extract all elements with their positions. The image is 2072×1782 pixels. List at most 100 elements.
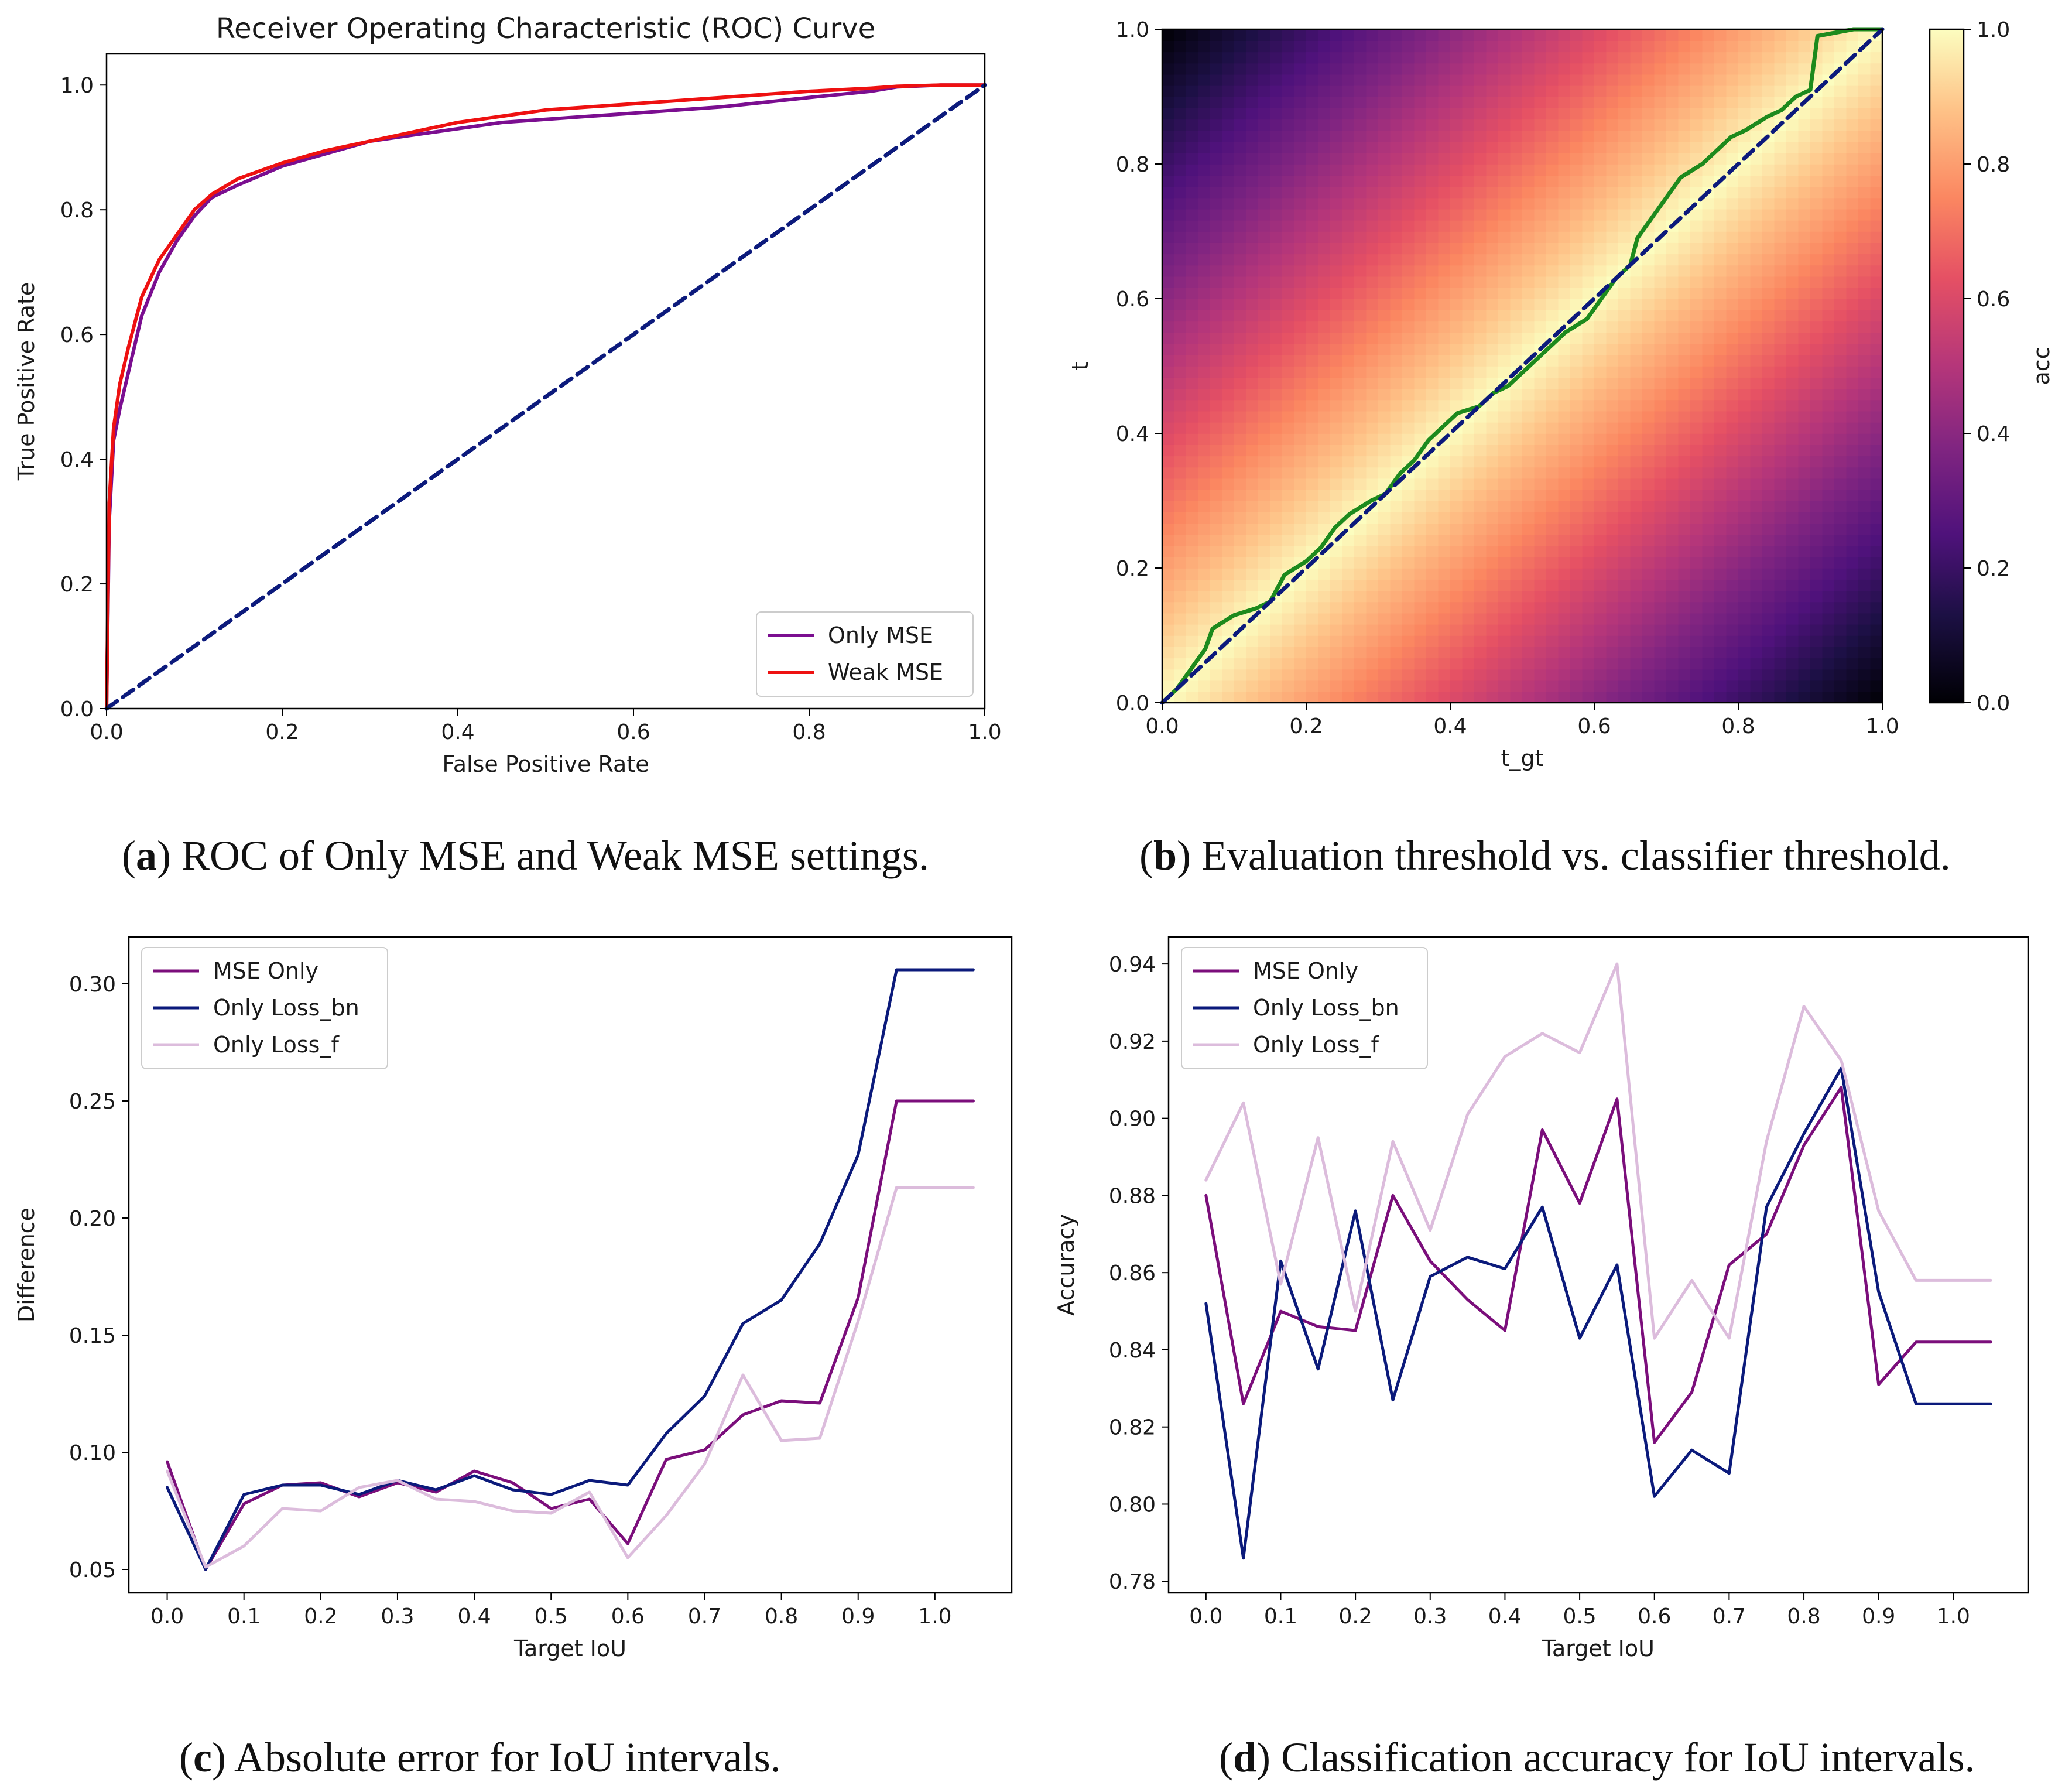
heatmap-cell [1462, 647, 1475, 659]
heatmap-cell [1846, 332, 1859, 344]
heatmap-cell [1198, 489, 1211, 501]
heatmap-cell [1210, 29, 1223, 41]
heatmap-cell [1522, 545, 1535, 557]
heatmap-cell [1366, 556, 1379, 569]
heatmap-cell [1210, 366, 1223, 378]
heatmap-cell [1294, 523, 1307, 535]
heatmap-cell [1222, 254, 1235, 266]
heatmap-cell [1534, 444, 1547, 457]
heatmap-cell [1294, 411, 1307, 423]
heatmap-cell [1786, 489, 1799, 501]
panel-b-threshold-heatmap: 0.0 0.2 0.4 0.6 0.8 1.00.00.20.40.60.81.0t_gt… [1067, 18, 2054, 771]
heatmap-cell [1318, 501, 1331, 512]
heatmap-cell [1390, 197, 1403, 210]
heatmap-cell [1582, 433, 1595, 445]
heatmap-cell [1258, 254, 1271, 266]
heatmap-cell [1426, 556, 1439, 569]
heatmap-cell [1318, 108, 1331, 120]
heatmap-cell [1582, 332, 1595, 344]
heatmap-cell [1294, 119, 1307, 131]
heatmap-cell [1678, 456, 1691, 468]
heatmap-cell [1258, 265, 1271, 277]
heatmap-cell [1822, 332, 1835, 344]
heatmap-cell [1294, 456, 1307, 468]
heatmap-cell [1330, 141, 1343, 153]
heatmap-cell [1210, 635, 1223, 647]
heatmap-cell [1522, 512, 1535, 524]
heatmap-cell [1582, 119, 1595, 131]
heatmap-cell [1822, 501, 1835, 512]
heatmap-cell [1846, 680, 1859, 692]
heatmap-cell [1462, 276, 1475, 288]
heatmap-cell [1606, 29, 1619, 41]
heatmap-cell [1162, 85, 1175, 97]
heatmap-cell [1774, 85, 1787, 97]
heatmap-cell [1402, 366, 1415, 378]
heatmap-cell [1282, 669, 1295, 681]
roc-ytick-label: 0.6 [60, 323, 94, 347]
heatmap-cell [1570, 388, 1583, 401]
heatmap-cell [1270, 512, 1283, 524]
heatmap-cell [1714, 680, 1727, 692]
heatmap-cell [1438, 141, 1451, 153]
heatmap-cell [1198, 399, 1211, 412]
heatmap-cell [1846, 63, 1859, 75]
heatmap-cell [1678, 108, 1691, 120]
heatmap-cell [1666, 411, 1679, 423]
heatmap-cell [1678, 343, 1691, 355]
heatmap-cell [1330, 433, 1343, 445]
heatmap-cell [1414, 276, 1427, 288]
heatmap-cell [1858, 545, 1871, 557]
heatmap-cell [1210, 208, 1223, 221]
heatmap-cell [1510, 265, 1523, 277]
heatmap-cell [1390, 231, 1403, 243]
roc-ytick-label: 0.8 [60, 199, 94, 223]
heatmap-cell [1822, 354, 1835, 367]
heatmap-cell [1258, 568, 1271, 580]
heatmap-cell [1162, 119, 1175, 131]
heatmap-cell [1534, 613, 1547, 625]
heatmap-cell [1234, 29, 1247, 41]
heatmap-cell [1870, 422, 1882, 434]
heatmap-cell [1318, 220, 1331, 232]
heatmap-cell [1438, 265, 1451, 277]
heatmap-cell [1702, 422, 1715, 434]
heatmap-cell [1198, 231, 1211, 243]
heatmap-cell [1498, 579, 1511, 591]
heatmap-cell [1510, 74, 1523, 86]
heatmap-cell [1558, 108, 1571, 120]
heatmap-cell [1486, 231, 1499, 243]
heatmap-cell [1570, 152, 1583, 165]
heatmap-cell [1186, 501, 1199, 512]
heatmap-cell [1402, 534, 1415, 546]
heatmap-cell [1798, 74, 1811, 86]
heatmap-cell [1354, 411, 1367, 423]
heatmap-cell [1858, 29, 1871, 41]
heatmap-cell [1198, 534, 1211, 546]
heatmap-cell [1318, 411, 1331, 423]
heatmap-cell [1870, 242, 1882, 255]
heatmap-cell [1738, 501, 1751, 512]
heatmap-cell [1450, 433, 1463, 445]
heatmap-cell [1822, 512, 1835, 524]
heatmap-cell [1378, 635, 1391, 647]
heatmap-cell [1498, 130, 1511, 142]
heatmap-cell [1618, 691, 1631, 703]
heatmap-cell [1834, 647, 1847, 659]
heatmap-cell [1402, 40, 1415, 53]
heatmap-cell [1486, 568, 1499, 580]
heatmap-cell [1498, 40, 1511, 53]
heatmap-cell [1810, 422, 1823, 434]
heatmap-cell [1342, 444, 1355, 457]
heatmap-cell [1774, 478, 1787, 490]
heatmap-cell [1366, 534, 1379, 546]
heatmap-cell [1246, 343, 1259, 355]
heatmap-cell [1474, 276, 1487, 288]
heatmap-cell [1582, 512, 1595, 524]
heatmap-cell [1690, 220, 1703, 232]
heatmap-cell [1318, 97, 1331, 108]
heatmap-cell [1426, 366, 1439, 378]
heatmap-cell [1174, 658, 1187, 670]
heatmap-cell [1786, 40, 1799, 53]
heatmap-cell [1678, 489, 1691, 501]
